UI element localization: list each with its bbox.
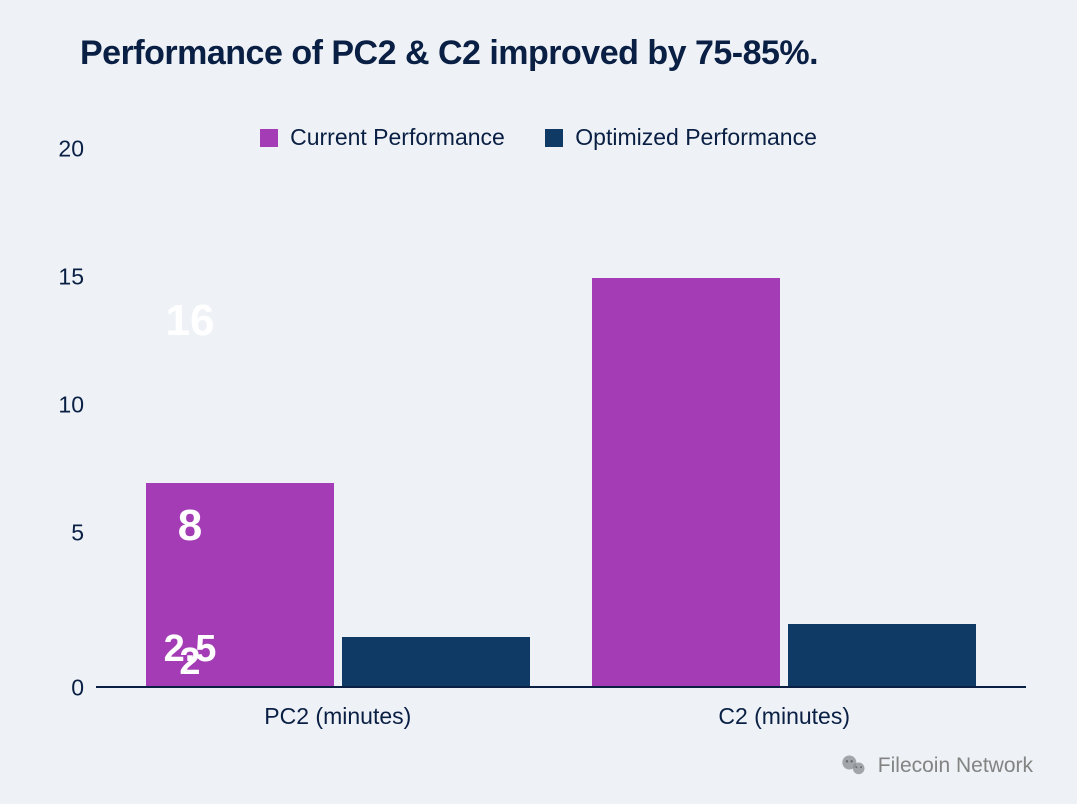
legend-label-current: Current Performance	[290, 124, 505, 151]
y-tick-10: 10	[28, 392, 84, 419]
legend-item-current: Current Performance	[260, 124, 505, 151]
y-tick-0: 0	[28, 675, 84, 702]
chart-title: Performance of PC2 & C2 improved by 75-8…	[80, 34, 818, 73]
bar-c2-optimized-label: 2.5	[164, 624, 217, 671]
legend-item-optimized: Optimized Performance	[545, 124, 817, 151]
x-label-c2: C2 (minutes)	[684, 703, 884, 730]
bar-pc2-optimized	[342, 637, 530, 688]
x-axis-baseline	[96, 686, 1026, 688]
x-label-pc2: PC2 (minutes)	[238, 703, 438, 730]
watermark-text: Filecoin Network	[878, 754, 1033, 778]
legend-swatch-current	[260, 129, 278, 147]
bar-c2-current	[592, 278, 780, 688]
bar-c2-current-label: 16	[166, 278, 215, 346]
bar-c2-optimized	[788, 624, 976, 688]
wechat-icon	[840, 752, 868, 780]
chart-legend: Current Performance Optimized Performanc…	[0, 124, 1077, 152]
watermark: Filecoin Network	[840, 752, 1033, 780]
legend-swatch-optimized	[545, 129, 563, 147]
chart-plot-area: 0 5 10 15 20 8 2 16 2.5 PC2 (minutes) C2…	[96, 176, 1026, 688]
bar-c2-optimized-label-wrap: 2.5	[96, 624, 284, 688]
y-tick-15: 15	[28, 264, 84, 291]
y-tick-5: 5	[28, 520, 84, 547]
y-tick-20: 20	[28, 136, 84, 163]
plot: 0 5 10 15 20 8 2 16 2.5 PC2 (minutes) C2…	[96, 176, 1026, 688]
legend-label-optimized: Optimized Performance	[575, 124, 817, 151]
